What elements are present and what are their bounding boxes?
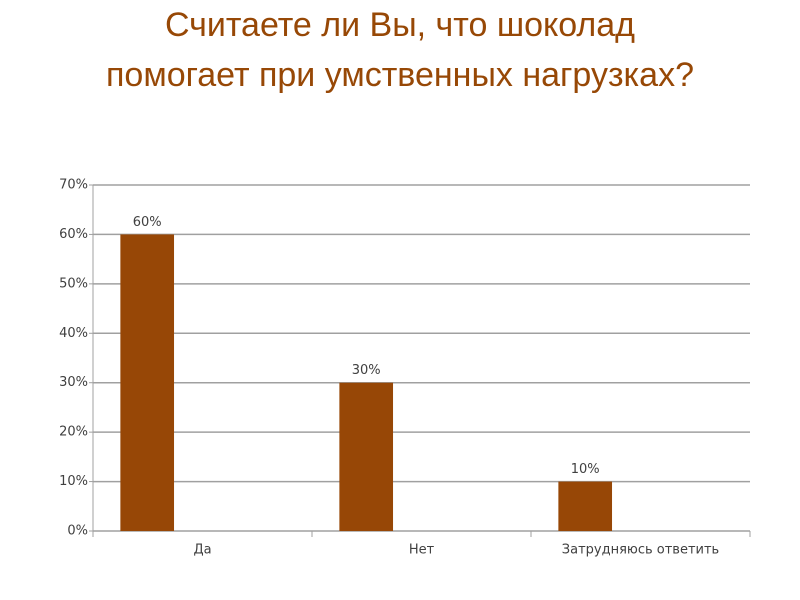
x-tick-label: Нет <box>409 543 435 558</box>
bar <box>120 234 175 531</box>
y-tick-label: 40% <box>59 326 88 341</box>
y-tick-label: 10% <box>59 474 88 489</box>
chart-title: Считаете ли Вы, что шоколад помогает при… <box>106 6 694 94</box>
y-tick-label: 60% <box>59 227 88 242</box>
y-tick-label: 30% <box>59 375 88 390</box>
y-tick-label: 0% <box>67 524 88 539</box>
bar <box>339 382 394 531</box>
y-tick-label: 50% <box>59 276 88 291</box>
value-label: 30% <box>352 363 381 378</box>
value-label: 10% <box>571 462 600 477</box>
x-tick-label: Затрудняюсь ответить <box>562 543 719 558</box>
value-label: 60% <box>133 215 162 230</box>
y-tick-label: 70% <box>59 178 88 193</box>
x-tick-label: Да <box>193 543 211 558</box>
y-tick-label: 20% <box>59 425 88 440</box>
bar <box>558 481 613 531</box>
